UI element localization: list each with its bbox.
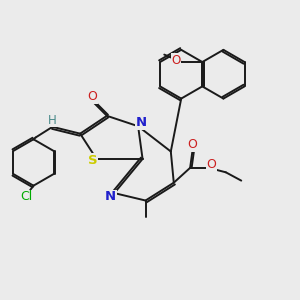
Text: O: O [172,54,181,67]
Text: Cl: Cl [20,190,32,203]
Text: O: O [87,90,97,103]
Text: O: O [188,138,197,151]
Text: O: O [207,158,217,171]
Text: S: S [88,154,98,167]
Text: O: O [172,54,181,67]
Text: N: N [136,116,147,129]
Text: N: N [105,190,116,203]
Text: H: H [47,114,56,127]
